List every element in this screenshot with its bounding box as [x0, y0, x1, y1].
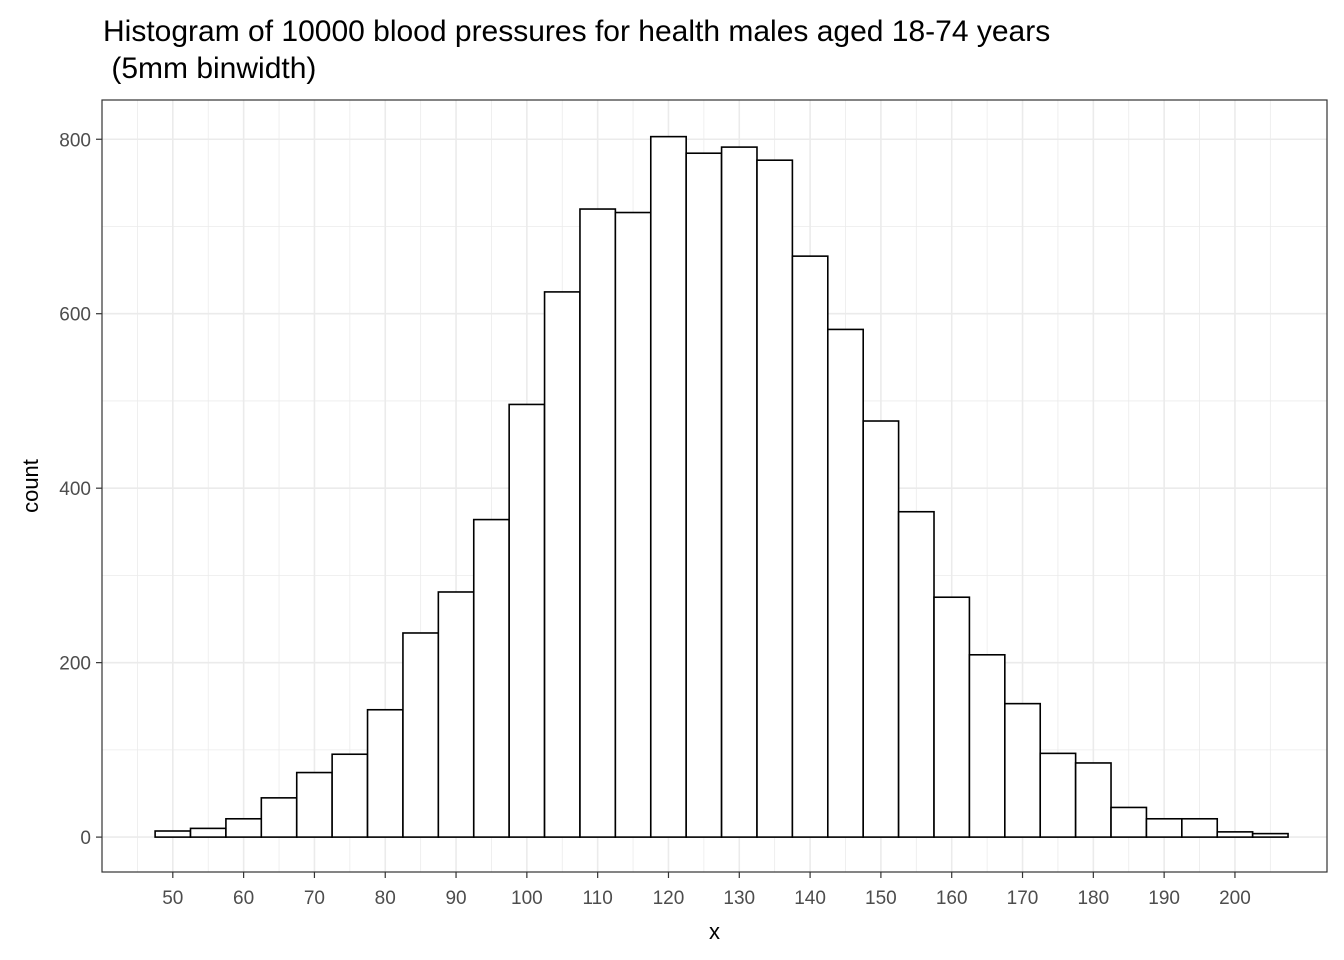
histogram-bar	[791, 255, 829, 838]
y-tick-label: 200	[59, 654, 91, 675]
histogram-bar	[1074, 762, 1112, 838]
chart-title: Histogram of 10000 blood pressures for h…	[103, 15, 1050, 85]
histogram-bar	[649, 135, 687, 838]
histogram-bar	[1145, 817, 1183, 838]
x-tick-label: 130	[723, 888, 755, 909]
histogram-bar	[508, 403, 546, 838]
y-axis-title: count	[18, 459, 43, 513]
histogram-bar	[331, 753, 369, 838]
histogram-bar	[437, 591, 475, 838]
histogram-bar	[295, 771, 333, 838]
x-tick-label: 150	[865, 888, 897, 909]
histogram-bar	[1004, 702, 1042, 838]
x-axis-title: x	[709, 919, 720, 944]
chart-title-text: Histogram of 10000 blood pressures for h…	[103, 15, 1050, 85]
histogram-bar	[826, 328, 864, 838]
histogram-bar	[1251, 832, 1289, 838]
chart-title-line: (5mm binwidth)	[103, 52, 316, 85]
histogram-bar	[579, 208, 617, 838]
histogram-bar	[472, 518, 510, 838]
x-tick-label: 180	[1077, 888, 1109, 909]
x-tick-label: 60	[233, 888, 254, 909]
x-tick-label: 80	[375, 888, 396, 909]
x-tick-label: 140	[794, 888, 826, 909]
histogram-bar	[933, 596, 971, 838]
histogram-bar	[402, 632, 440, 838]
x-axis: 50 60 70 80 90 100 110 120 130 140 150 160 170 180 190…	[162, 872, 1251, 909]
x-tick-label: 160	[936, 888, 968, 909]
x-tick-label: 200	[1219, 888, 1251, 909]
y-axis: 0 200 400 600 800	[59, 130, 102, 849]
y-tick-label: 0	[80, 828, 91, 849]
chart-title-line: Histogram of 10000 blood pressures for h…	[103, 15, 1050, 48]
x-tick-label: 70	[304, 888, 325, 909]
y-tick-label: 800	[59, 130, 91, 151]
histogram-bar	[543, 291, 581, 838]
histogram-bar	[189, 827, 227, 838]
x-tick-label: 50	[162, 888, 183, 909]
histogram-bar	[154, 830, 192, 838]
histogram-bar	[366, 708, 404, 838]
histogram-bar	[1039, 752, 1077, 838]
histogram-bar	[862, 420, 900, 838]
histogram-bar	[756, 159, 794, 838]
x-tick-label: 100	[511, 888, 543, 909]
histogram-bar	[1216, 831, 1254, 838]
x-tick-label: 170	[1007, 888, 1039, 909]
x-tick-label: 190	[1148, 888, 1180, 909]
histogram-bar	[225, 817, 263, 838]
histogram-bars	[154, 135, 1289, 838]
x-tick-label: 90	[445, 888, 466, 909]
histogram-bar	[685, 152, 723, 838]
histogram-bar	[260, 797, 298, 838]
histogram-bar	[1181, 817, 1219, 838]
x-tick-label: 110	[583, 888, 613, 909]
histogram-bar	[968, 653, 1006, 838]
y-tick-label: 400	[59, 479, 91, 500]
panel-border	[101, 99, 1328, 873]
y-tick-label: 600	[59, 305, 91, 326]
x-tick-label: 120	[653, 888, 685, 909]
histogram-bar	[720, 146, 758, 838]
histogram-bar	[1110, 806, 1148, 838]
histogram-bar	[614, 211, 652, 838]
histogram-bar	[897, 510, 935, 838]
